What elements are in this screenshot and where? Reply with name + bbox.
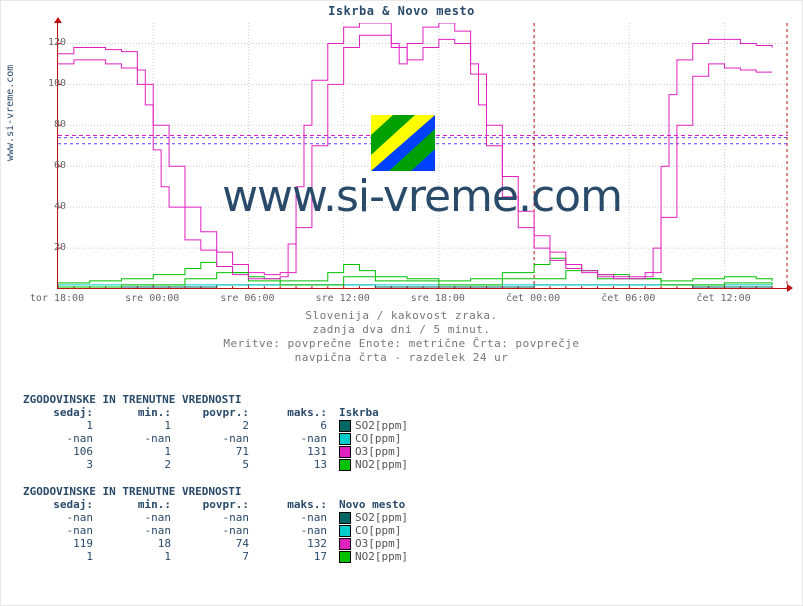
legend-swatch-icon (339, 538, 351, 550)
y-tick-label: 40 (26, 201, 66, 212)
cell-value: 1 (23, 419, 101, 432)
cell-value: 119 (23, 537, 101, 550)
cell-value: -nan (179, 524, 257, 537)
legend-cell: SO2[ppm] (335, 511, 416, 524)
cell-value: 106 (23, 445, 101, 458)
cell-value: 6 (257, 419, 335, 432)
cell-value: 3 (23, 458, 101, 471)
cell-value: 13 (257, 458, 335, 471)
legend-swatch-icon (339, 433, 351, 445)
cell-value: -nan (101, 432, 179, 445)
x-tick-label: čet 00:00 (506, 293, 560, 304)
table-row: 11717NO2[ppm] (23, 550, 416, 563)
cell-value: 1 (23, 550, 101, 563)
table-row: 1191874132O3[ppm] (23, 537, 416, 550)
cell-value: 132 (257, 537, 335, 550)
table-row: 1126SO2[ppm] (23, 419, 416, 432)
y-tick-label: 20 (26, 242, 66, 253)
table-row: -nan-nan-nan-nanCO[ppm] (23, 524, 416, 537)
table-row: 106171131O3[ppm] (23, 445, 416, 458)
cell-value: -nan (23, 511, 101, 524)
cell-value: 2 (179, 419, 257, 432)
x-tick-label: tor 18:00 (30, 293, 84, 304)
table-row: -nan-nan-nan-nanCO[ppm] (23, 432, 416, 445)
cell-value: -nan (257, 511, 335, 524)
legend-cell: CO[ppm] (335, 524, 416, 537)
cell-value: 18 (101, 537, 179, 550)
col-header: sedaj: (23, 406, 101, 419)
cell-value: 17 (257, 550, 335, 563)
cell-value: 1 (101, 445, 179, 458)
cell-value: -nan (23, 432, 101, 445)
y-tick-label: 100 (26, 78, 66, 89)
x-tick-label: sre 12:00 (316, 293, 370, 304)
legend-swatch-icon (339, 420, 351, 432)
cell-value: 71 (179, 445, 257, 458)
col-header: min.: (101, 498, 179, 511)
cell-value: 1 (101, 419, 179, 432)
col-header: maks.: (257, 498, 335, 511)
col-header: povpr.: (179, 498, 257, 511)
cell-value: 7 (179, 550, 257, 563)
stats-table: sedaj:min.:povpr.:maks.:Iskrba1126SO2[pp… (23, 406, 416, 471)
legend-swatch-icon (339, 551, 351, 563)
col-header: maks.: (257, 406, 335, 419)
cell-value: -nan (179, 511, 257, 524)
cell-value: -nan (23, 524, 101, 537)
cell-value: -nan (101, 524, 179, 537)
legend-swatch-icon (339, 512, 351, 524)
caption-line: navpična črta - razdelek 24 ur (1, 351, 802, 364)
x-tick-label: sre 18:00 (411, 293, 465, 304)
cell-value: 131 (257, 445, 335, 458)
x-tick-label: sre 00:00 (125, 293, 179, 304)
col-header: min.: (101, 406, 179, 419)
cell-value: 1 (101, 550, 179, 563)
legend-swatch-icon (339, 459, 351, 471)
table-row: -nan-nan-nan-nanSO2[ppm] (23, 511, 416, 524)
legend-cell: CO[ppm] (335, 432, 416, 445)
cell-value: -nan (257, 432, 335, 445)
stats-table: sedaj:min.:povpr.:maks.:Novo mesto-nan-n… (23, 498, 416, 563)
caption-line: Slovenija / kakovost zraka. (1, 309, 802, 322)
legend-swatch-icon (339, 525, 351, 537)
legend-cell: O3[ppm] (335, 537, 416, 550)
y-tick-label: 120 (26, 37, 66, 48)
table-row: 32513NO2[ppm] (23, 458, 416, 471)
legend-cell: NO2[ppm] (335, 458, 416, 471)
legend-swatch-icon (339, 446, 351, 458)
cell-value: -nan (179, 432, 257, 445)
series-no2 (58, 258, 772, 283)
vertical-axis-label: www.si-vreme.com (5, 65, 16, 161)
table-title: ZGODOVINSKE IN TRENUTNE VREDNOSTI (23, 485, 416, 498)
location-name: Iskrba (335, 406, 416, 419)
x-tick-label: čet 06:00 (601, 293, 655, 304)
col-header: sedaj: (23, 498, 101, 511)
legend-cell: SO2[ppm] (335, 419, 416, 432)
watermark-text: www.si-vreme.com (57, 171, 787, 222)
chart-title: Iskrba & Novo mesto (1, 4, 802, 18)
cell-value: 2 (101, 458, 179, 471)
cell-value: -nan (101, 511, 179, 524)
cell-value: 74 (179, 537, 257, 550)
logo-icon (371, 115, 435, 171)
table-title: ZGODOVINSKE IN TRENUTNE VREDNOSTI (23, 393, 416, 406)
y-tick-label: 60 (26, 160, 66, 171)
caption-line: Meritve: povprečne Enote: metrične Črta:… (1, 337, 802, 350)
x-tick-label: sre 06:00 (220, 293, 274, 304)
col-header: povpr.: (179, 406, 257, 419)
y-tick-label: 80 (26, 119, 66, 130)
legend-cell: O3[ppm] (335, 445, 416, 458)
cell-value: 5 (179, 458, 257, 471)
stats-tables: ZGODOVINSKE IN TRENUTNE VREDNOSTIsedaj:m… (23, 379, 416, 563)
legend-cell: NO2[ppm] (335, 550, 416, 563)
cell-value: -nan (257, 524, 335, 537)
location-name: Novo mesto (335, 498, 416, 511)
x-tick-label: čet 12:00 (696, 293, 750, 304)
caption-line: zadnja dva dni / 5 minut. (1, 323, 802, 336)
